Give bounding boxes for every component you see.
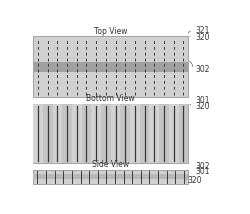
Bar [159,104,169,163]
Bar [33,174,188,179]
Text: 301: 301 [195,167,210,176]
Bar [130,104,140,163]
Text: 302: 302 [195,65,210,74]
Text: Bottom View: Bottom View [86,94,135,103]
Bar [52,104,62,163]
Bar [111,104,120,163]
Text: 321: 321 [195,26,209,35]
Text: Side View: Side View [92,160,129,169]
Bar [33,36,188,97]
Text: 320: 320 [187,176,202,185]
Bar [33,104,43,163]
Bar [140,104,149,163]
Text: 301: 301 [195,96,210,105]
Bar [150,104,159,163]
Text: Top View: Top View [94,27,128,36]
Bar [91,104,101,163]
Bar [178,104,188,163]
Bar [169,104,178,163]
Bar [120,104,130,163]
Bar [43,104,52,163]
Text: 320: 320 [195,102,210,111]
Bar [62,104,72,163]
Bar [33,170,188,184]
Bar [101,104,111,163]
Bar [72,104,82,163]
Bar [33,62,188,72]
Text: 320: 320 [195,33,210,42]
Bar [33,104,188,163]
Bar [82,104,91,163]
Text: 302: 302 [195,162,210,171]
